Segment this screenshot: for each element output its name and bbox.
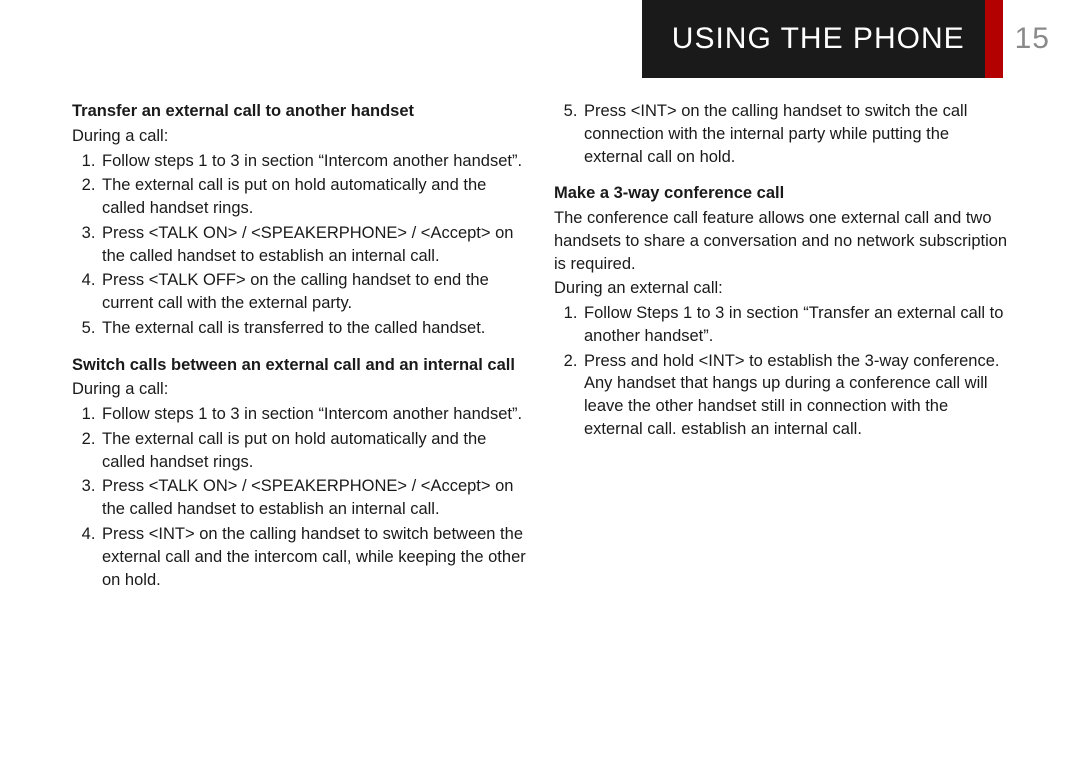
heading-switch-calls: Switch calls between an external call an…: [72, 354, 526, 377]
steps-switch-calls: Follow steps 1 to 3 in section “Intercom…: [72, 403, 526, 591]
step-item: The external call is put on hold automat…: [100, 428, 526, 474]
step-item: Press and hold <INT> to establish the 3-…: [582, 350, 1008, 441]
manual-page: USING THE PHONE 15 Transfer an external …: [0, 0, 1080, 766]
step-item: The external call is transferred to the …: [100, 317, 526, 340]
steps-transfer-call: Follow steps 1 to 3 in section “Intercom…: [72, 150, 526, 340]
heading-transfer-call: Transfer an external call to another han…: [72, 100, 526, 123]
steps-conference-call: Follow Steps 1 to 3 in section “Transfer…: [554, 302, 1008, 441]
steps-switch-calls-continued: Press <INT> on the calling handset to sw…: [554, 100, 1008, 168]
column-left: Transfer an external call to another han…: [72, 100, 526, 593]
page-header: USING THE PHONE 15: [642, 0, 1080, 78]
body-text: The conference call feature allows one e…: [554, 207, 1008, 275]
step-item: Press <INT> on the calling handset to sw…: [582, 100, 1008, 168]
step-item: Press <TALK ON> / <SPEAKERPHONE> / <Acce…: [100, 475, 526, 521]
step-item: Follow steps 1 to 3 in section “Intercom…: [100, 150, 526, 173]
step-item: Follow Steps 1 to 3 in section “Transfer…: [582, 302, 1008, 348]
step-item: Follow steps 1 to 3 in section “Intercom…: [100, 403, 526, 426]
content-columns: Transfer an external call to another han…: [72, 100, 1008, 593]
step-item: The external call is put on hold automat…: [100, 174, 526, 220]
step-item: Press <INT> on the calling handset to sw…: [100, 523, 526, 591]
section-title-text: USING THE PHONE: [672, 22, 965, 56]
step-item: Press <TALK ON> / <SPEAKERPHONE> / <Acce…: [100, 222, 526, 268]
heading-conference-call: Make a 3-way conference call: [554, 182, 1008, 205]
intro-text: During an external call:: [554, 277, 1008, 300]
intro-text: During a call:: [72, 125, 526, 148]
page-number: 15: [1003, 0, 1080, 78]
accent-stripe: [985, 0, 1003, 78]
step-item: Press <TALK OFF> on the calling handset …: [100, 269, 526, 315]
column-right: Press <INT> on the calling handset to sw…: [554, 100, 1008, 593]
intro-text: During a call:: [72, 378, 526, 401]
section-title-banner: USING THE PHONE: [642, 0, 985, 78]
